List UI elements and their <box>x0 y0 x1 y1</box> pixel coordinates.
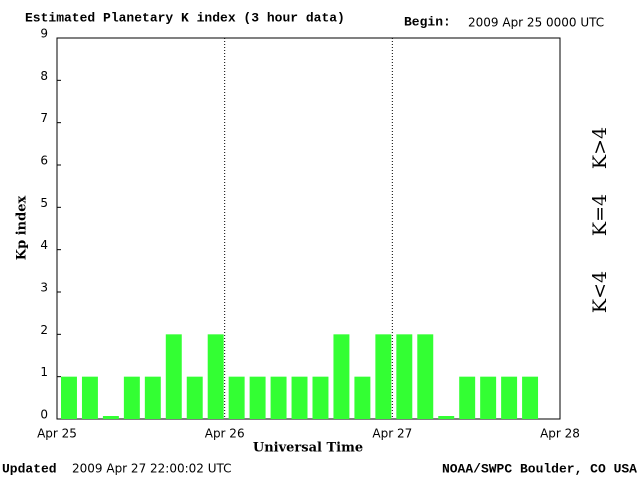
bar <box>480 376 497 419</box>
bar <box>291 376 308 419</box>
bar <box>123 376 140 419</box>
bar <box>396 334 413 419</box>
x-tick-label: Apr 26 <box>205 427 245 441</box>
bar <box>417 334 434 419</box>
legend-entry: K<4 <box>589 271 611 313</box>
chart-title: Estimated Planetary K index (3 hour data… <box>25 10 345 25</box>
bar <box>207 334 224 419</box>
y-tick-label: 1 <box>40 365 48 379</box>
y-tick-label: 0 <box>40 408 48 422</box>
x-tick-label: Apr 27 <box>372 427 412 441</box>
y-tick-label: 2 <box>40 323 48 337</box>
x-tick-label: Apr 28 <box>540 427 580 441</box>
y-axis-label: Kp index <box>15 196 30 261</box>
y-tick-label: 4 <box>40 238 48 252</box>
credit: NOAA/SWPC Boulder, CO USA <box>442 461 637 476</box>
bar <box>81 376 98 419</box>
bar <box>186 376 203 419</box>
y-tick-label: 6 <box>40 154 48 168</box>
bar <box>438 416 455 419</box>
bar <box>270 376 287 419</box>
bar <box>333 334 350 419</box>
legend-entry: K=4 <box>589 194 611 236</box>
bar <box>228 376 245 419</box>
y-tick-label: 5 <box>40 196 48 210</box>
bar <box>375 334 392 419</box>
y-tick-label: 8 <box>40 69 48 83</box>
updated-date: 2009 Apr 27 22:00:02 UTC <box>72 462 232 476</box>
x-axis-label: Universal Time <box>253 441 363 456</box>
bar <box>312 376 329 419</box>
updated-label: Updated <box>2 461 57 476</box>
bar <box>165 334 182 419</box>
bar <box>249 376 266 419</box>
y-tick-label: 9 <box>40 27 48 41</box>
bar <box>501 376 518 419</box>
bar <box>354 376 371 419</box>
bar <box>144 376 161 419</box>
x-tick-label: Apr 25 <box>37 427 77 441</box>
y-tick-label: 3 <box>40 281 48 295</box>
bar <box>459 376 476 419</box>
plot-frame <box>56 37 561 420</box>
bar <box>102 416 119 419</box>
begin-label: Begin: <box>404 14 451 29</box>
legend-entry: K>4 <box>589 127 611 169</box>
begin-date: 2009 Apr 25 0000 UTC <box>468 16 604 30</box>
y-tick-label: 7 <box>40 111 48 125</box>
bar <box>522 376 539 419</box>
bar <box>61 376 77 419</box>
